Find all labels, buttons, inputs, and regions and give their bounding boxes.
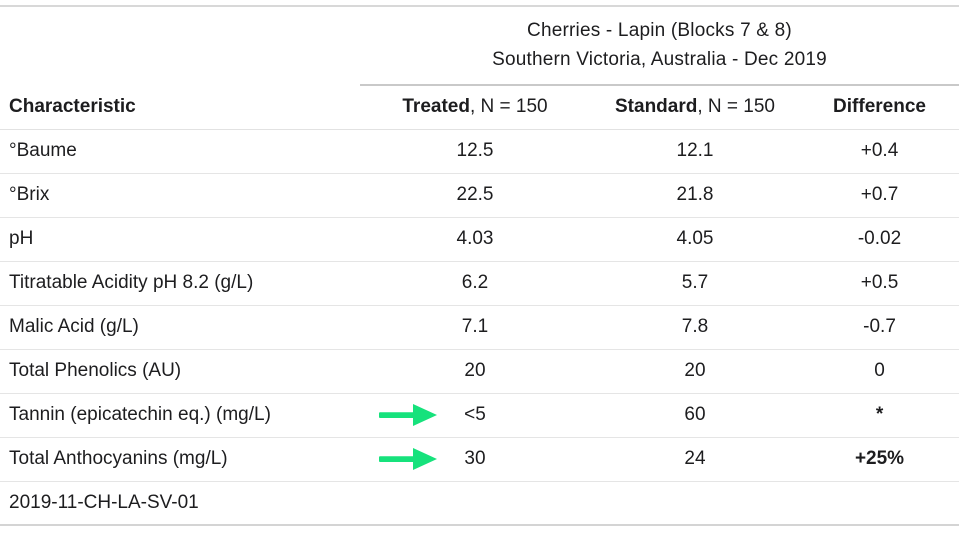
table-row: °Baume 12.5 12.1 +0.4 <box>0 129 959 174</box>
row-difference-value: +0.4 <box>800 129 959 174</box>
row-treated-value: <5 <box>464 404 486 425</box>
row-difference-value: * <box>800 393 959 438</box>
row-treated-value: 20 <box>464 360 486 381</box>
column-header-standard: Standard, N = 150 <box>590 85 800 130</box>
row-treated-value: 30 <box>464 448 486 469</box>
row-difference-value: +0.5 <box>800 261 959 306</box>
table-row: Total Anthocyanins (mg/L) 30 24 +25% <box>0 437 959 482</box>
sample-code: 2019-11-CH-LA-SV-01 <box>0 481 959 526</box>
row-standard-value: 21.8 <box>590 173 800 218</box>
row-characteristic: °Brix <box>0 173 360 218</box>
row-treated-cell: <5 <box>360 393 590 438</box>
table-row: °Brix 22.5 21.8 +0.7 <box>0 173 959 218</box>
row-treated-value: 22.5 <box>456 184 494 205</box>
table-row: Malic Acid (g/L) 7.1 7.8 -0.7 <box>0 305 959 350</box>
right-arrow-icon <box>379 404 437 426</box>
row-treated-value: 6.2 <box>461 272 489 293</box>
row-standard-value: 60 <box>590 393 800 438</box>
row-treated-value: 4.03 <box>456 228 494 249</box>
row-treated-cell: 12.5 <box>360 129 590 174</box>
row-standard-value: 4.05 <box>590 217 800 262</box>
column-header-row: Characteristic Treated, N = 150 Standard… <box>0 85 959 130</box>
table-row: pH 4.03 4.05 -0.02 <box>0 217 959 262</box>
table-body: °Baume 12.5 12.1 +0.4 °Brix 22.5 21.8 <box>0 129 959 482</box>
row-characteristic: Total Phenolics (AU) <box>0 349 360 394</box>
row-standard-value: 12.1 <box>590 129 800 174</box>
row-characteristic: Titratable Acidity pH 8.2 (g/L) <box>0 261 360 306</box>
column-header-difference: Difference <box>800 85 959 130</box>
column-header-treated: Treated, N = 150 <box>360 85 590 130</box>
row-standard-value: 24 <box>590 437 800 482</box>
row-treated-cell: 6.2 <box>360 261 590 306</box>
table-title: Cherries - Lapin (Blocks 7 & 8) Southern… <box>360 7 959 86</box>
row-difference-value: -0.7 <box>800 305 959 350</box>
table-row: Total Phenolics (AU) 20 20 0 <box>0 349 959 394</box>
title-spacer <box>0 7 360 85</box>
row-treated-cell: 30 <box>360 437 590 482</box>
row-treated-cell: 4.03 <box>360 217 590 262</box>
row-treated-value: 12.5 <box>456 140 494 161</box>
table-row: Tannin (epicatechin eq.) (mg/L) <5 60 * <box>0 393 959 438</box>
comparison-table: Cherries - Lapin (Blocks 7 & 8) Southern… <box>0 7 959 526</box>
row-characteristic: Malic Acid (g/L) <box>0 305 360 350</box>
table-title-line1: Cherries - Lapin (Blocks 7 & 8) <box>527 20 792 41</box>
column-header-characteristic: Characteristic <box>0 85 360 130</box>
table-title-line2: Southern Victoria, Australia - Dec 2019 <box>492 49 827 70</box>
row-standard-value: 7.8 <box>590 305 800 350</box>
row-difference-value: +25% <box>800 437 959 482</box>
row-characteristic: pH <box>0 217 360 262</box>
row-characteristic: Tannin (epicatechin eq.) (mg/L) <box>0 393 360 438</box>
title-row: Cherries - Lapin (Blocks 7 & 8) Southern… <box>0 7 959 86</box>
row-standard-value: 5.7 <box>590 261 800 306</box>
row-difference-value: -0.02 <box>800 217 959 262</box>
right-arrow-icon <box>379 448 437 470</box>
row-treated-cell: 20 <box>360 349 590 394</box>
top-divider <box>0 5 959 7</box>
footer-row: 2019-11-CH-LA-SV-01 <box>0 481 959 526</box>
row-difference-value: +0.7 <box>800 173 959 218</box>
row-characteristic: °Baume <box>0 129 360 174</box>
row-standard-value: 20 <box>590 349 800 394</box>
table-row: Titratable Acidity pH 8.2 (g/L) 6.2 5.7 … <box>0 261 959 306</box>
row-difference-value: 0 <box>800 349 959 394</box>
row-treated-cell: 22.5 <box>360 173 590 218</box>
row-characteristic: Total Anthocyanins (mg/L) <box>0 437 360 482</box>
row-treated-value: 7.1 <box>461 316 489 337</box>
row-treated-cell: 7.1 <box>360 305 590 350</box>
